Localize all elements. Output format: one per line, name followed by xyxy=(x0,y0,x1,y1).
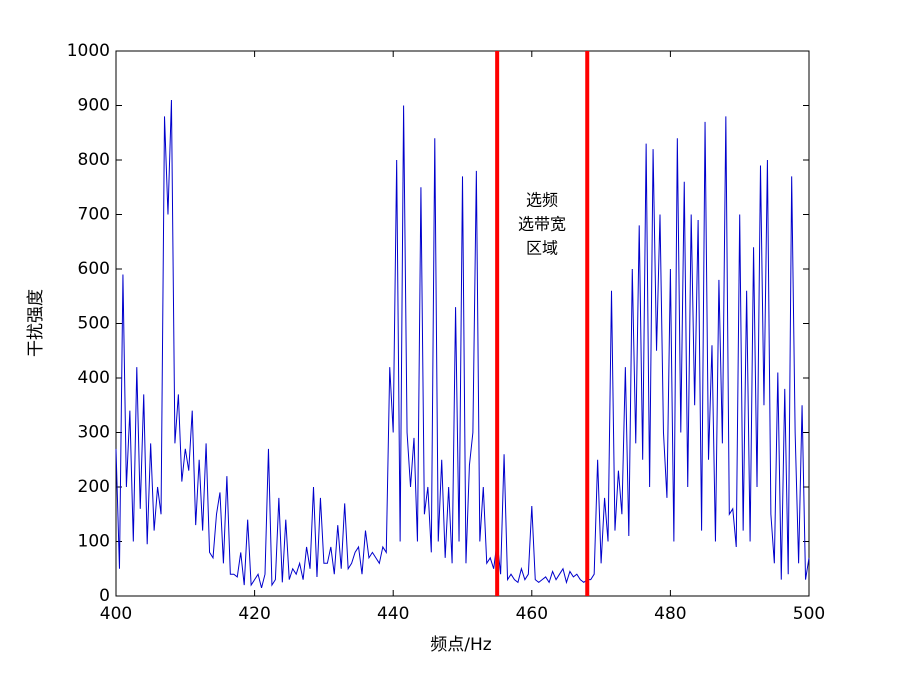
y-tick-label: 200 xyxy=(78,477,110,497)
y-tick-label: 800 xyxy=(78,150,110,170)
x-tick-label: 440 xyxy=(377,604,409,624)
data-line xyxy=(115,100,810,588)
x-axis-label: 频点/Hz xyxy=(430,635,492,655)
y-tick-label: 100 xyxy=(78,532,110,552)
annotation: 区域 xyxy=(526,239,558,258)
y-tick-label: 700 xyxy=(78,205,110,225)
x-tick-label: 460 xyxy=(516,604,548,624)
y-axis-label: 干扰强度 xyxy=(26,289,46,357)
y-tick-label: 900 xyxy=(78,96,110,116)
annotation: 选带宽 xyxy=(518,215,566,234)
annotation: 选频 xyxy=(526,191,558,210)
y-tick-label: 400 xyxy=(78,368,110,388)
x-tick-label: 400 xyxy=(100,604,132,624)
y-tick-label: 0 xyxy=(99,586,110,606)
x-tick-label: 500 xyxy=(793,604,825,624)
y-tick-label: 500 xyxy=(78,314,110,334)
y-tick-label: 300 xyxy=(78,423,110,443)
x-tick-label: 420 xyxy=(238,604,270,624)
x-tick-label: 480 xyxy=(654,604,686,624)
y-tick-label: 600 xyxy=(78,259,110,279)
y-tick-label: 1000 xyxy=(67,41,110,61)
